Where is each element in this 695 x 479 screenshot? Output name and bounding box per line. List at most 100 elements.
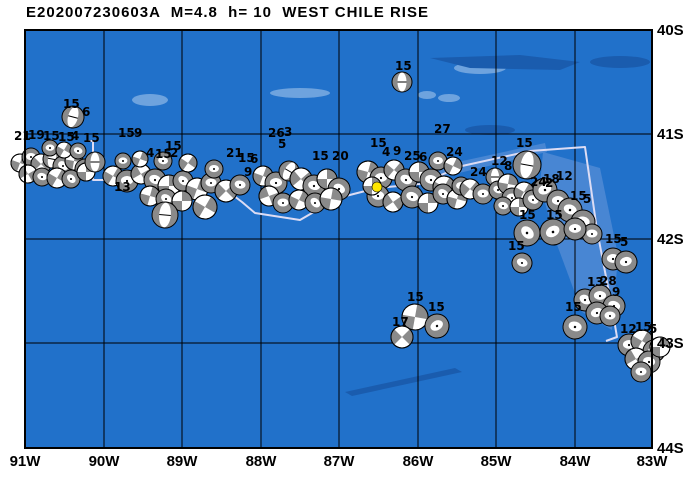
lon-axis-label: 90W — [89, 453, 121, 470]
event-count-label: 12 — [556, 169, 573, 183]
focal-mechanism-beachball — [84, 151, 106, 173]
event-count-label: 17 — [392, 315, 409, 329]
event-count-label: 5 — [278, 137, 286, 151]
focal-mechanism-beachball — [229, 174, 251, 196]
event-count-label: 15 — [165, 139, 182, 153]
event-count-label: 12 — [620, 322, 637, 336]
event-count-label: 21 — [14, 129, 31, 143]
focal-mechanism-beachball — [401, 303, 429, 331]
event-count-label: 9 — [393, 144, 401, 158]
event-count-label: 15 — [312, 149, 329, 163]
focal-mechanism-beachball — [563, 217, 587, 241]
focal-mechanism-beachball — [69, 142, 87, 160]
event-count-label: 21 — [226, 146, 243, 160]
event-count-label: 9 — [612, 285, 620, 299]
event-count-label: 24 — [470, 165, 487, 179]
focal-mechanism-beachball — [61, 169, 81, 189]
event-count-label: 18 — [543, 172, 560, 186]
focal-mechanism-beachball — [131, 150, 149, 168]
event-count-label: 4 — [382, 145, 390, 159]
event-count-label: 5 — [649, 322, 657, 336]
event-count-label: 15 — [43, 129, 60, 143]
lat-axis-label: 43S — [657, 335, 684, 352]
event-count-label: 8 — [504, 159, 512, 173]
event-count-label: 20 — [332, 149, 349, 163]
event-count-label: 3 — [284, 125, 292, 139]
event-count-label: 5 — [583, 192, 591, 206]
focal-mechanism-beachball — [424, 313, 450, 339]
event-count-label: 26 — [268, 126, 285, 140]
event-count-label: 4 — [71, 129, 79, 143]
lon-axis-label: 84W — [560, 453, 592, 470]
focal-mechanism-beachball — [61, 105, 85, 129]
event-count-label: 15 — [428, 300, 445, 314]
event-count-label: 4 — [146, 146, 154, 160]
focal-mechanism-beachball — [151, 201, 179, 229]
focal-mechanism-beachball — [562, 314, 588, 340]
focal-mechanism-beachball — [649, 336, 671, 358]
event-count-label: 9 — [134, 126, 142, 140]
map-frame — [24, 29, 653, 449]
event-count-label: 5 — [620, 235, 628, 249]
lat-axis-label: 41S — [657, 126, 684, 143]
focal-mechanism-beachball — [400, 185, 424, 209]
focal-mechanism-beachball — [512, 150, 542, 180]
focal-mechanism-beachball — [204, 159, 224, 179]
event-count-label: 15 — [546, 208, 563, 222]
focal-mechanism-beachball — [513, 219, 541, 247]
lon-axis-label: 87W — [324, 453, 356, 470]
event-count-label: 24 — [530, 175, 547, 189]
event-count-label: 15 — [565, 300, 582, 314]
event-count-label: 24 — [446, 145, 463, 159]
event-count-label: 15 — [519, 208, 536, 222]
event-count-label: 2 — [545, 176, 553, 190]
event-count-label: 15 — [516, 136, 533, 150]
focal-mechanism-beachball — [630, 361, 652, 383]
lon-axis-label: 91W — [10, 453, 42, 470]
focal-mechanism-beachball — [390, 325, 414, 349]
focal-mechanism-beachball — [319, 187, 343, 211]
focal-mechanism-beachball — [171, 190, 193, 212]
event-count-label: 15 — [570, 189, 587, 203]
highlight-event-marker — [371, 181, 383, 193]
focal-mechanism-beachball — [153, 151, 173, 171]
event-count-label: 27 — [434, 122, 451, 136]
event-count-label: 2 — [170, 146, 178, 160]
event-count-label: 13 — [587, 275, 604, 289]
lon-axis-label: 85W — [481, 453, 513, 470]
focal-mechanism-beachball — [443, 156, 463, 176]
event-count-label: 15 — [155, 147, 172, 161]
focal-mechanism-beachball — [428, 151, 448, 171]
event-count-label: 15 — [635, 320, 652, 334]
event-count-label: 15 — [395, 59, 412, 73]
event-count-label: 15 — [605, 232, 622, 246]
lon-axis-label: 89W — [167, 453, 199, 470]
focal-mechanism-beachball — [581, 223, 603, 245]
focal-mechanism-beachball — [288, 189, 310, 211]
focal-mechanism-beachball — [614, 250, 638, 274]
event-count-label: 15 — [370, 136, 387, 150]
event-count-label: 19 — [28, 128, 45, 142]
lon-axis-label: 83W — [637, 453, 669, 470]
focal-mechanism-beachball — [511, 252, 533, 274]
event-count-label: 6 — [82, 105, 90, 119]
axis-labels: 91W 90W 89W 88W 87W 86W 85W 84W 83W 40S 41S 42S 43S 4… — [10, 22, 684, 470]
focal-mechanism-beachball — [41, 139, 59, 157]
focal-mechanism-layer — [10, 71, 671, 383]
focal-mechanism-beachball — [599, 305, 621, 327]
event-count-label: 28 — [600, 274, 617, 288]
focal-mechanism-beachball — [32, 167, 52, 187]
focal-mechanism-beachball — [192, 194, 218, 220]
focal-mechanism-beachball — [18, 164, 38, 184]
focal-mechanism-beachball — [139, 185, 161, 207]
event-count-label: 9 — [244, 165, 252, 179]
event-count-label: 13 — [114, 180, 131, 194]
focal-mechanism-beachball — [114, 152, 132, 170]
event-count-label: 15 — [63, 97, 80, 111]
focal-mechanism-beachball — [493, 196, 513, 216]
lat-axis-label: 42S — [657, 231, 684, 248]
event-count-label: 25 — [404, 149, 421, 163]
